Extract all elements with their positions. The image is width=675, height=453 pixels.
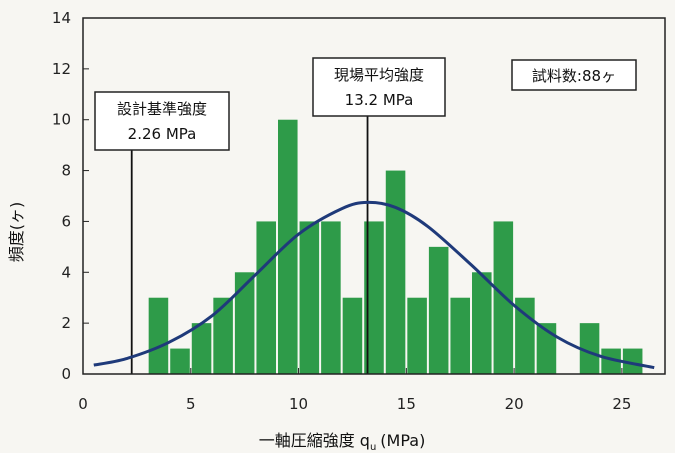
histogram-bar bbox=[148, 297, 169, 374]
x-tick-label: 20 bbox=[505, 395, 524, 413]
y-tick-label: 0 bbox=[61, 365, 71, 383]
histogram-bar bbox=[428, 246, 449, 374]
site-average-value: 13.2 MPa bbox=[345, 91, 414, 109]
x-axis-title-main: 一軸圧縮強度 q bbox=[259, 431, 370, 450]
x-tick-labels: 0 5 10 15 20 25 bbox=[78, 395, 631, 413]
histogram-bar bbox=[234, 272, 255, 374]
normal-distribution-curve bbox=[93, 200, 655, 370]
x-tick-label: 15 bbox=[397, 395, 416, 413]
histogram-bar bbox=[342, 297, 363, 374]
x-tick-label: 5 bbox=[186, 395, 196, 413]
histogram-bar bbox=[170, 348, 190, 374]
histogram-bar bbox=[450, 297, 470, 374]
histogram-bars bbox=[148, 119, 643, 374]
x-axis-title-subscript: u bbox=[370, 442, 376, 453]
x-axis-title-unit: (MPa) bbox=[380, 431, 425, 450]
site-average-label: 現場平均強度 bbox=[334, 66, 424, 84]
histogram-bar bbox=[191, 323, 212, 374]
histogram-bar bbox=[536, 323, 557, 374]
x-tick-label: 25 bbox=[612, 395, 631, 413]
histogram-bar bbox=[472, 272, 492, 374]
design-strength-label: 設計基準強度 bbox=[117, 100, 207, 118]
y-tick-label: 4 bbox=[61, 263, 71, 281]
histogram-bar bbox=[213, 297, 233, 374]
histogram-bar bbox=[299, 221, 320, 374]
y-tick-label: 14 bbox=[52, 9, 71, 27]
sample-count-label: 試料数:88ヶ bbox=[532, 67, 616, 85]
histogram-bar bbox=[407, 297, 427, 374]
histogram-bar bbox=[278, 119, 298, 374]
sample-count-box bbox=[511, 59, 637, 91]
y-tick-label: 6 bbox=[61, 212, 71, 230]
y-tick-label: 10 bbox=[52, 111, 71, 129]
x-axis-title: 一軸圧縮強度 qu (MPa) bbox=[259, 431, 426, 453]
y-tick-marks bbox=[82, 17, 623, 375]
y-tick-labels: 0 2 4 6 8 10 12 14 bbox=[52, 9, 71, 383]
histogram-bar bbox=[579, 323, 600, 374]
histogram-bar bbox=[256, 221, 276, 374]
histogram-bar bbox=[364, 221, 384, 374]
x-tick-label: 10 bbox=[289, 395, 308, 413]
design-strength-box bbox=[94, 91, 230, 151]
reference-lines bbox=[130, 116, 369, 374]
y-axis-title: 頻度(ヶ) bbox=[7, 202, 26, 263]
site-average-box bbox=[312, 57, 446, 117]
y-tick-label: 2 bbox=[61, 314, 71, 332]
histogram-bar bbox=[622, 348, 643, 374]
histogram-bar bbox=[321, 221, 341, 374]
y-tick-label: 8 bbox=[61, 162, 71, 180]
histogram-bar bbox=[385, 170, 406, 374]
design-strength-value: 2.26 MPa bbox=[128, 125, 197, 143]
y-tick-label: 12 bbox=[52, 60, 71, 78]
x-tick-label: 0 bbox=[78, 395, 88, 413]
histogram-bar bbox=[601, 348, 621, 374]
plot-frame bbox=[82, 17, 666, 375]
